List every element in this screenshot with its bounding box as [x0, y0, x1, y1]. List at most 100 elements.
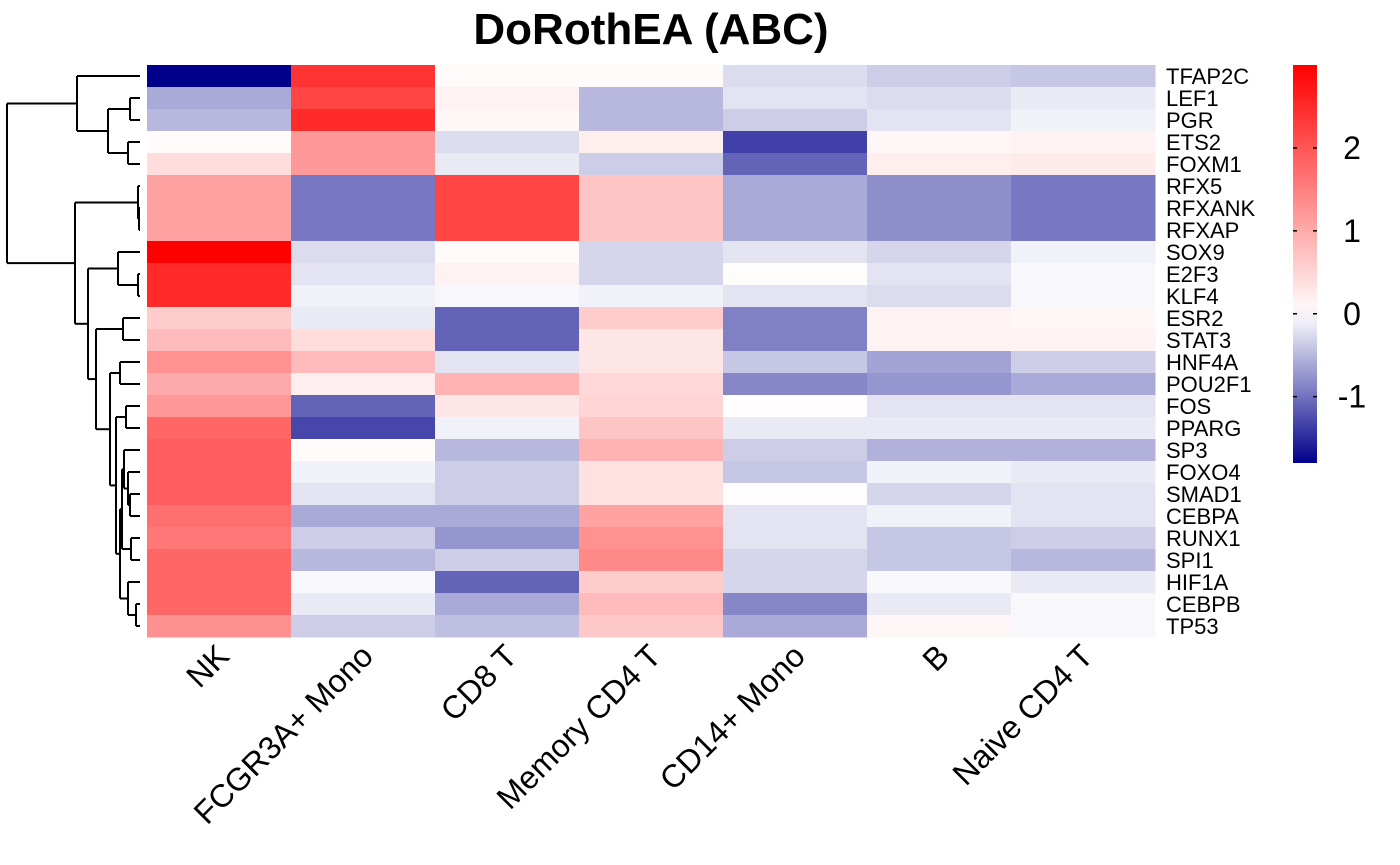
heatmap-cell-pparg-2: [435, 417, 580, 440]
heatmap-cell-cebpb-5: [867, 593, 1012, 616]
legend-tick-label: -1: [1338, 379, 1366, 415]
heatmap-cell-sox9-5: [867, 241, 1012, 264]
heatmap-cell-foxo4-3: [579, 461, 724, 484]
legend-tick-label: 0: [1343, 296, 1361, 332]
heatmap-cell-hif1a-2: [435, 571, 580, 594]
heatmap-cell-esr2-0: [147, 307, 292, 330]
heatmap-cell-fos-0: [147, 395, 292, 418]
heatmap-cell-fos-2: [435, 395, 580, 418]
heatmap-cell-tfap2c-0: [147, 65, 292, 88]
heatmap-cell-smad1-5: [867, 483, 1012, 506]
heatmap-cell-tfap2c-1: [291, 65, 436, 88]
heatmap-cell-rfxank-0: [147, 197, 292, 220]
heatmap-cell-tfap2c-3: [579, 65, 724, 88]
heatmap-cell-pou2f1-6: [1011, 373, 1156, 396]
row-label-smad1: SMAD1: [1166, 482, 1242, 507]
heatmap-cell-hif1a-6: [1011, 571, 1156, 594]
heatmap-cell-cebpa-0: [147, 505, 292, 528]
heatmap-cell-tfap2c-5: [867, 65, 1012, 88]
heatmap-cell-tfap2c-6: [1011, 65, 1156, 88]
column-label-2: CD8 T: [434, 637, 524, 727]
heatmap-cell-pou2f1-0: [147, 373, 292, 396]
heatmap-cell-sp3-4: [723, 439, 868, 462]
heatmap-cell-e2f3-0: [147, 263, 292, 286]
heatmap-cell-runx1-2: [435, 527, 580, 550]
heatmap-cell-rfxank-6: [1011, 197, 1156, 220]
heatmap-cell-foxo4-1: [291, 461, 436, 484]
row-label-rfxap: RFXAP: [1166, 218, 1239, 243]
heatmap-cell-foxm1-0: [147, 153, 292, 176]
heatmap-cell-pgr-3: [579, 109, 724, 132]
heatmap-cell-hnf4a-3: [579, 351, 724, 374]
heatmap-cell-ets2-1: [291, 131, 436, 154]
heatmap-cell-fos-5: [867, 395, 1012, 418]
heatmap-cell-cebpb-3: [579, 593, 724, 616]
row-label-cebpa: CEBPA: [1166, 504, 1239, 529]
heatmap-cell-hnf4a-0: [147, 351, 292, 374]
heatmap-cell-runx1-4: [723, 527, 868, 550]
row-label-hif1a: HIF1A: [1166, 570, 1229, 595]
heatmap-cell-tp53-3: [579, 615, 724, 638]
heatmap-cell-sp3-2: [435, 439, 580, 462]
row-label-ets2: ETS2: [1166, 130, 1221, 155]
heatmap-cell-sox9-0: [147, 241, 292, 264]
heatmap-cell-tp53-1: [291, 615, 436, 638]
heatmap-cell-cebpa-4: [723, 505, 868, 528]
heatmap-cell-stat3-5: [867, 329, 1012, 352]
heatmap-cell-spi1-6: [1011, 549, 1156, 572]
row-label-foxo4: FOXO4: [1166, 460, 1241, 485]
heatmap-cell-pgr-4: [723, 109, 868, 132]
heatmap-cell-cebpa-1: [291, 505, 436, 528]
heatmap-cell-e2f3-3: [579, 263, 724, 286]
heatmap-cell-pou2f1-1: [291, 373, 436, 396]
column-label-6: Naive CD4 T: [945, 637, 1100, 792]
heatmap-cell-foxm1-2: [435, 153, 580, 176]
heatmap-cell-sox9-2: [435, 241, 580, 264]
heatmap-cell-tp53-2: [435, 615, 580, 638]
heatmap-cell-spi1-3: [579, 549, 724, 572]
heatmap-cell-sox9-6: [1011, 241, 1156, 264]
heatmap-cell-sp3-3: [579, 439, 724, 462]
heatmap-cell-ets2-5: [867, 131, 1012, 154]
heatmap-cell-rfxap-1: [291, 219, 436, 242]
heatmap-cell-spi1-0: [147, 549, 292, 572]
heatmap-cell-pgr-6: [1011, 109, 1156, 132]
heatmap-cell-rfxank-4: [723, 197, 868, 220]
row-label-sp3: SP3: [1166, 438, 1208, 463]
heatmap-cell-rfx5-6: [1011, 175, 1156, 198]
heatmap-cell-sp3-1: [291, 439, 436, 462]
heatmap-cells: [147, 65, 1156, 638]
heatmap-cell-rfxank-5: [867, 197, 1012, 220]
row-label-pou2f1: POU2F1: [1166, 372, 1252, 397]
heatmap-cell-foxm1-6: [1011, 153, 1156, 176]
row-label-klf4: KLF4: [1166, 284, 1219, 309]
heatmap-cell-lef1-1: [291, 87, 436, 110]
row-label-lef1: LEF1: [1166, 86, 1219, 111]
heatmap-cell-tfap2c-2: [435, 65, 580, 88]
heatmap-cell-rfxank-1: [291, 197, 436, 220]
heatmap-cell-rfxap-2: [435, 219, 580, 242]
heatmap-cell-cebpb-4: [723, 593, 868, 616]
heatmap-cell-klf4-6: [1011, 285, 1156, 308]
column-label-0: NK: [179, 637, 236, 694]
heatmap-cell-fos-6: [1011, 395, 1156, 418]
row-label-runx1: RUNX1: [1166, 526, 1241, 551]
heatmap-cell-hif1a-4: [723, 571, 868, 594]
heatmap-cell-hnf4a-2: [435, 351, 580, 374]
heatmap-cell-fos-1: [291, 395, 436, 418]
row-dendrogram: [6, 75, 140, 627]
heatmap-cell-pparg-4: [723, 417, 868, 440]
heatmap-cell-foxm1-4: [723, 153, 868, 176]
row-label-esr2: ESR2: [1166, 306, 1223, 331]
heatmap-cell-lef1-6: [1011, 87, 1156, 110]
heatmap-cell-cebpb-6: [1011, 593, 1156, 616]
heatmap-cell-smad1-6: [1011, 483, 1156, 506]
row-label-rfxank: RFXANK: [1166, 196, 1256, 221]
heatmap-cell-foxo4-0: [147, 461, 292, 484]
heatmap-cell-esr2-5: [867, 307, 1012, 330]
heatmap-cell-hnf4a-5: [867, 351, 1012, 374]
heatmap-cell-klf4-0: [147, 285, 292, 308]
row-label-rfx5: RFX5: [1166, 174, 1222, 199]
heatmap-cell-fos-3: [579, 395, 724, 418]
